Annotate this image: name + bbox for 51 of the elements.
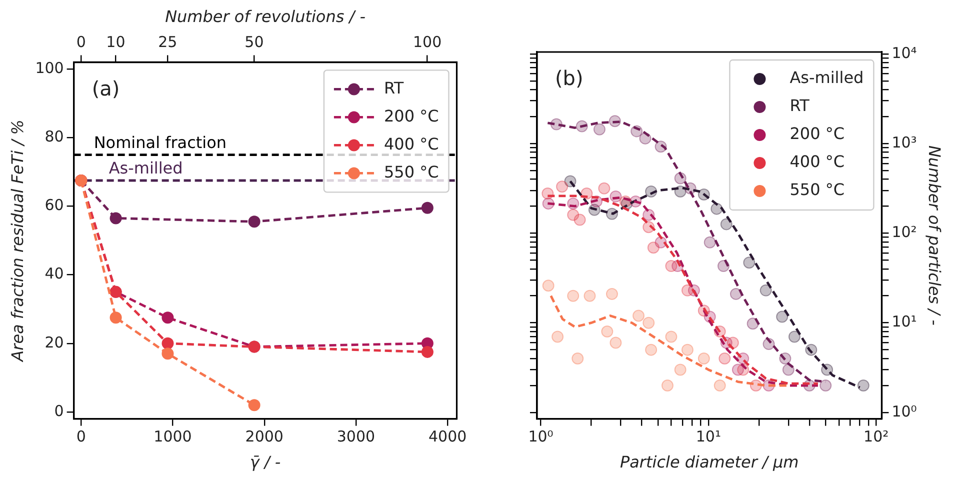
y-axis-title: Number of particles / - [925, 145, 944, 326]
x-tick-label: 0 [76, 428, 86, 446]
y-tick-label: 10² [892, 223, 917, 242]
y-tick-label: 10⁴ [892, 44, 917, 62]
x2-tick-label: 0 [76, 33, 86, 52]
y-tick-label: 0 [54, 402, 64, 420]
y-tick-label: 10⁰ [892, 402, 917, 420]
x-tick-label: 10⁰ [528, 428, 554, 446]
legend-label: 200 °C [384, 106, 439, 126]
x2-tick-label: 50 [244, 33, 264, 52]
legend-label: As-milled [790, 68, 864, 88]
legend-label: RT [790, 96, 810, 116]
x2-tick-label: 25 [158, 33, 178, 52]
y-tick-label: 20 [44, 333, 64, 352]
x-tick-label: 10¹ [696, 428, 721, 446]
x2-tick-label: 100 [413, 33, 442, 52]
y-tick-label: 10³ [892, 133, 917, 152]
point [110, 212, 122, 224]
x2-tick-label: 10 [106, 33, 126, 52]
point [248, 399, 260, 412]
annotation: (b) [555, 66, 584, 90]
x-tick-label: 3000 [336, 428, 376, 446]
y-tick-label: 100 [35, 58, 64, 77]
legend-label: 550 °C [384, 162, 439, 182]
ref-line-label: Nominal fraction [94, 132, 227, 152]
point [421, 202, 434, 214]
legend-label: RT [384, 78, 404, 98]
point [162, 337, 174, 350]
x-axis-title: Particle diameter / µm [620, 452, 799, 472]
y-tick-label: 40 [44, 264, 64, 283]
x-tick-label: 10² [864, 428, 889, 446]
legend-label: 550 °C [790, 180, 845, 200]
x-tick-label: 1000 [154, 428, 192, 446]
point [162, 312, 174, 324]
y-axis-title: Area fraction residual FeTi / % [8, 120, 27, 362]
y-tick-label: 10¹ [892, 312, 917, 331]
ref-line-label: As-milled [108, 158, 183, 178]
x-tick-label: 4000 [428, 428, 467, 446]
legend-label: 400 °C [384, 134, 439, 154]
x2-axis-title: Number of revolutions / - [165, 6, 366, 26]
point [421, 346, 434, 358]
point [110, 312, 122, 324]
legend-label: 200 °C [790, 124, 845, 144]
legend-label: 400 °C [790, 152, 845, 172]
y-tick-label: 80 [44, 128, 64, 146]
y-tick-label: 60 [44, 196, 64, 214]
x-axis-title: γ̄ / - [250, 452, 281, 472]
x-tick-label: 2000 [245, 428, 284, 446]
point [162, 348, 174, 360]
point [248, 216, 260, 228]
annotation: (a) [92, 76, 120, 100]
